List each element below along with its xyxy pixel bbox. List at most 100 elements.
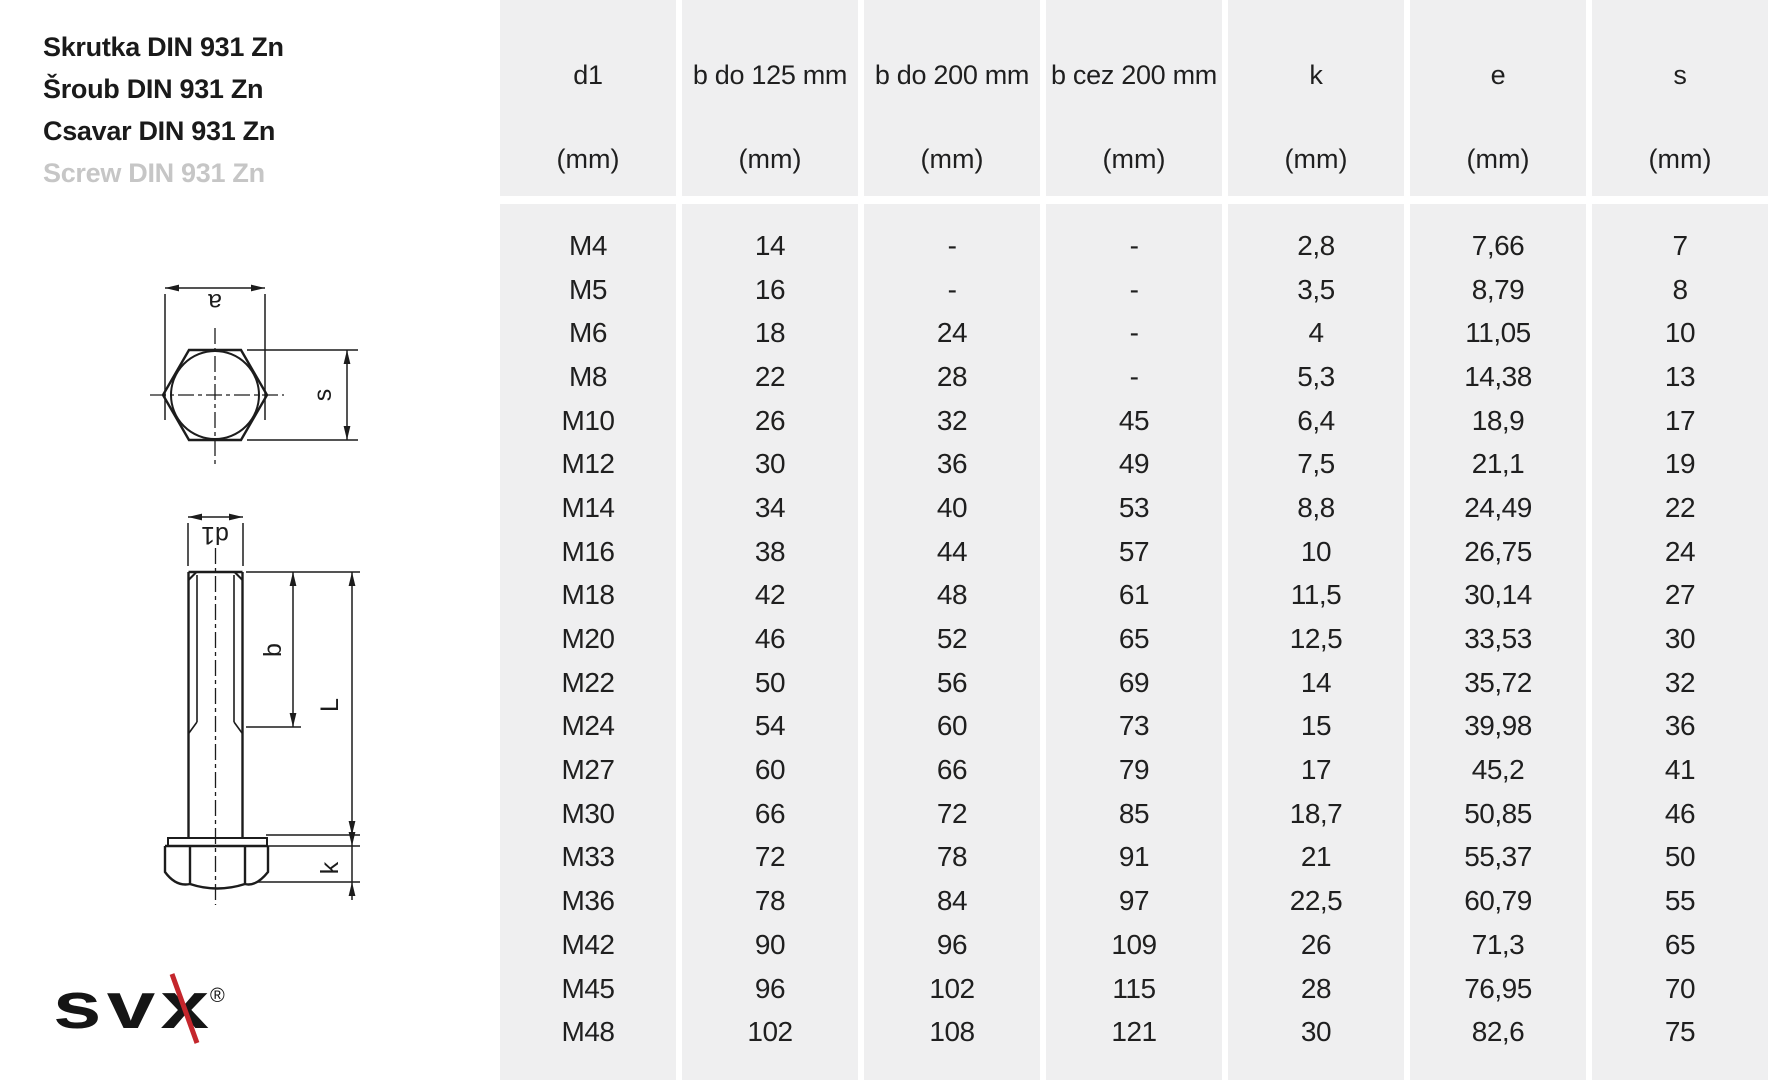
table-cell-size: M16 <box>561 535 615 567</box>
table-cell: 30 <box>1300 1016 1332 1048</box>
table-cell-size: M36 <box>561 885 615 917</box>
column-label: b do 125 mm <box>692 60 848 90</box>
table-cell-size: M18 <box>561 579 615 611</box>
table-cell: 53 <box>1118 491 1150 523</box>
table-cell: 109 <box>1111 928 1157 960</box>
table-cell: 26,75 <box>1464 535 1532 567</box>
table-cell: 7 <box>1672 229 1688 261</box>
table-cell-size: M4 <box>569 229 607 261</box>
table-cell: - <box>1129 317 1139 349</box>
table-cell: 30,14 <box>1464 579 1532 611</box>
table-cell: 10 <box>1300 535 1332 567</box>
table-cell: 28 <box>1300 972 1332 1004</box>
table-cell: 48 <box>936 579 968 611</box>
table-cell-size: M24 <box>561 710 615 742</box>
table-cell: 108 <box>929 1016 975 1048</box>
table-cell: 21 <box>1300 841 1332 873</box>
table-cell: 6,4 <box>1297 404 1335 436</box>
table-cell: 102 <box>747 1016 793 1048</box>
table-cell: 10 <box>1664 317 1696 349</box>
column-header-b-do-125: b do 125 mm (mm) <box>682 0 858 196</box>
bolt-technical-drawing: a s d1 <box>150 284 360 905</box>
column-label: e <box>1490 60 1506 90</box>
logo-red-slash <box>169 973 200 1044</box>
dim-k-label: k <box>316 861 344 874</box>
table-cell: 12,5 <box>1289 623 1343 655</box>
table-cell: 14 <box>1300 666 1332 698</box>
table-cell: 11,5 <box>1290 579 1342 611</box>
svx-logo: svx ® <box>53 969 225 1044</box>
table-cell: 7,5 <box>1297 448 1335 480</box>
column-stripe <box>1410 204 1586 1080</box>
table-cell: 38 <box>754 535 786 567</box>
table-cell: 102 <box>929 972 975 1004</box>
table-cell: 15 <box>1300 710 1332 742</box>
bolt-shaft <box>187 548 244 905</box>
table-cell: - <box>1129 229 1139 261</box>
table-cell: 60 <box>754 754 786 786</box>
table-row: M22 50 56 69 14 35,72 32 <box>500 661 1768 705</box>
dim-l-label: L <box>316 698 344 712</box>
table-cell-size: M20 <box>561 623 615 655</box>
table-cell: 49 <box>1118 448 1150 480</box>
title-czech: Šroub DIN 931 Zn <box>43 74 264 104</box>
table-row: M30 66 72 85 18,7 50,85 46 <box>500 792 1768 836</box>
column-unit: (mm) <box>1648 144 1712 174</box>
table-cell: 66 <box>936 754 968 786</box>
title-english: Screw DIN 931 Zn <box>43 158 265 188</box>
table-cell: 82,6 <box>1471 1016 1525 1048</box>
table-cell: 16 <box>754 273 786 305</box>
table-cell-size: M12 <box>561 448 615 480</box>
table-cell: 39,98 <box>1464 710 1532 742</box>
table-cell: 72 <box>936 797 968 829</box>
column-label: b cez 200 mm <box>1051 60 1217 90</box>
table-cell: 18,7 <box>1289 797 1343 829</box>
table-cell: 60 <box>936 710 968 742</box>
table-row: M10 26 32 45 6,4 18,9 17 <box>500 399 1768 443</box>
column-stripe <box>500 204 676 1080</box>
column-unit: (mm) <box>1102 144 1166 174</box>
table-cell: 78 <box>936 841 968 873</box>
column-header-e: e (mm) <box>1410 0 1586 196</box>
table-cell: 71,3 <box>1471 928 1525 960</box>
table-cell: - <box>1129 273 1139 305</box>
column-unit: (mm) <box>556 144 620 174</box>
table-cell: 75 <box>1664 1016 1696 1048</box>
table-cell-size: M45 <box>561 972 615 1004</box>
table-cell: 13 <box>1664 360 1696 392</box>
column-label: d1 <box>573 60 603 90</box>
table-row: M36 78 84 97 22,5 60,79 55 <box>500 879 1768 923</box>
table-cell: 11,05 <box>1465 317 1531 349</box>
table-cell: 121 <box>1111 1016 1157 1048</box>
column-stripe <box>682 204 858 1080</box>
table-cell: 65 <box>1118 623 1150 655</box>
table-cell: 46 <box>1664 797 1696 829</box>
table-cell: 4 <box>1308 317 1324 349</box>
table-cell: 36 <box>936 448 968 480</box>
table-cell: 8 <box>1672 273 1688 305</box>
table-cell: 17 <box>1664 404 1696 436</box>
table-cell: 61 <box>1118 579 1150 611</box>
table-cell: 18 <box>754 317 786 349</box>
table-cell: 54 <box>754 710 786 742</box>
table-cell: 52 <box>936 623 968 655</box>
title-slovak: Skrutka DIN 931 Zn <box>43 32 284 62</box>
table-cell: 7,66 <box>1471 229 1525 261</box>
table-row: M27 60 66 79 17 45,2 41 <box>500 748 1768 792</box>
column-unit: (mm) <box>738 144 802 174</box>
dimension-a: a <box>164 284 266 420</box>
column-header-d1: d1 (mm) <box>500 0 676 196</box>
table-cell-size: M48 <box>561 1016 615 1048</box>
table-row: M45 96 102 115 28 76,95 70 <box>500 967 1768 1011</box>
table-cell-size: M5 <box>569 273 607 305</box>
table-row: M20 46 52 65 12,5 33,53 30 <box>500 617 1768 661</box>
table-cell: 115 <box>1112 972 1156 1004</box>
table-cell: 70 <box>1664 972 1696 1004</box>
svx-logo-text: svx <box>53 969 214 1042</box>
table-cell: 55 <box>1664 885 1696 917</box>
table-cell: 26 <box>1300 928 1332 960</box>
table-cell: 19 <box>1664 448 1696 480</box>
table-cell: 85 <box>1118 797 1150 829</box>
table-cell: 56 <box>936 666 968 698</box>
table-cell: 96 <box>936 928 968 960</box>
